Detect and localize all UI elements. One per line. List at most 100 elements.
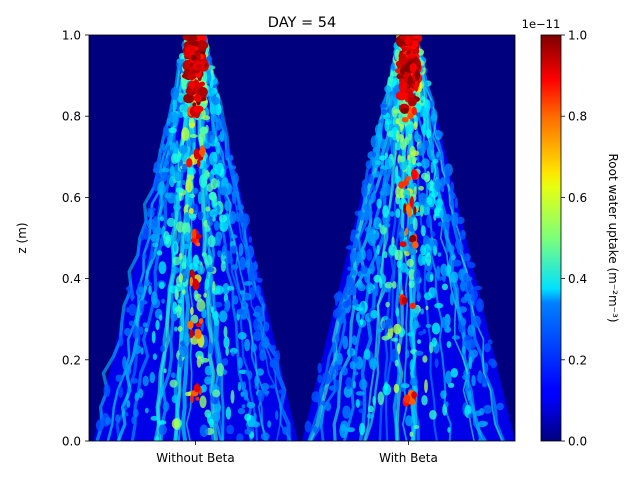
uptake-cell (182, 180, 186, 186)
uptake-cell (144, 327, 149, 332)
uptake-cell (409, 431, 414, 437)
uptake-cell (275, 410, 279, 421)
uptake-cell (477, 437, 487, 441)
uptake-cell (418, 192, 427, 206)
uptake-cell (461, 231, 466, 236)
uptake-cell (437, 252, 442, 257)
uptake-cell (224, 257, 234, 264)
uptake-cell (418, 185, 424, 191)
uptake-cell (441, 268, 447, 282)
uptake-cell (206, 56, 213, 62)
uptake-cell (204, 254, 213, 266)
uptake-cell (429, 155, 435, 161)
uptake-cell (199, 395, 207, 409)
uptake-cell (408, 280, 413, 288)
uptake-cell (317, 374, 323, 384)
uptake-cell (341, 366, 348, 376)
uptake-cell (407, 332, 415, 337)
uptake-cell (244, 338, 251, 352)
uptake-cell (237, 381, 242, 392)
uptake-cell (201, 308, 207, 319)
uptake-hotspot (407, 53, 416, 59)
uptake-cell (201, 252, 208, 258)
x-tick-label: Without Beta (156, 451, 234, 465)
uptake-cell (249, 262, 259, 271)
uptake-hotspot (189, 269, 195, 278)
uptake-cell (352, 270, 357, 276)
uptake-hotspot (409, 302, 416, 309)
uptake-cell (342, 335, 349, 350)
uptake-cell (95, 419, 105, 432)
uptake-cell (372, 395, 376, 406)
uptake-cell (142, 252, 147, 260)
uptake-cell (216, 363, 225, 377)
uptake-hotspot (398, 80, 408, 93)
uptake-cell (424, 379, 428, 394)
uptake-cell (382, 383, 392, 396)
uptake-cell (431, 322, 441, 335)
uptake-cell (207, 413, 212, 424)
uptake-hotspot (409, 235, 417, 243)
uptake-cell (144, 278, 150, 287)
uptake-cell (224, 306, 230, 313)
uptake-cell (436, 265, 441, 279)
uptake-hotspot (196, 159, 201, 168)
uptake-cell (376, 244, 380, 255)
uptake-cell (467, 390, 472, 401)
colorbar-frame (540, 34, 562, 442)
uptake-cell (231, 264, 239, 269)
uptake-cell (429, 179, 434, 192)
uptake-cell (196, 299, 206, 312)
uptake-cell (229, 211, 237, 224)
uptake-cell (383, 183, 391, 197)
heatmap-area (89, 35, 515, 441)
uptake-cell (166, 135, 174, 142)
uptake-cell (376, 231, 380, 237)
uptake-cell (475, 410, 482, 417)
uptake-cell (346, 427, 355, 433)
uptake-cell (182, 254, 187, 268)
uptake-cell (449, 271, 459, 283)
uptake-cell (473, 285, 483, 291)
uptake-cell (409, 359, 415, 373)
uptake-cell (252, 312, 261, 317)
uptake-hotspot (413, 47, 420, 55)
uptake-cell (435, 198, 444, 208)
uptake-cell (259, 349, 267, 362)
uptake-cell (419, 203, 424, 217)
uptake-cell (394, 170, 399, 184)
uptake-cell (405, 349, 410, 359)
uptake-cell (483, 404, 493, 414)
uptake-cell (170, 212, 175, 218)
uptake-cell (443, 214, 452, 223)
uptake-cell (159, 386, 164, 398)
uptake-cell (408, 269, 416, 281)
uptake-cell (394, 359, 399, 367)
uptake-hotspot (413, 206, 417, 216)
uptake-cell (373, 274, 382, 283)
uptake-cell (382, 205, 389, 218)
uptake-cell (159, 198, 163, 205)
uptake-cell (213, 403, 221, 413)
uptake-cell (420, 225, 426, 237)
uptake-cell (452, 259, 462, 267)
uptake-cell (401, 262, 407, 273)
uptake-cell (465, 276, 473, 282)
uptake-cell (174, 172, 180, 180)
uptake-cell (452, 212, 459, 219)
uptake-cell (209, 151, 218, 166)
uptake-hotspot (412, 241, 419, 249)
uptake-cell (191, 314, 199, 324)
uptake-cell (409, 377, 418, 387)
uptake-cell (450, 181, 455, 192)
uptake-cell (322, 371, 331, 385)
uptake-cell (157, 181, 166, 196)
uptake-cell (189, 213, 197, 221)
uptake-cell (231, 172, 239, 186)
uptake-cell (188, 208, 194, 215)
uptake-cell (466, 254, 470, 265)
uptake-cell (357, 283, 366, 292)
uptake-cell (221, 358, 229, 366)
uptake-cell (445, 169, 450, 183)
